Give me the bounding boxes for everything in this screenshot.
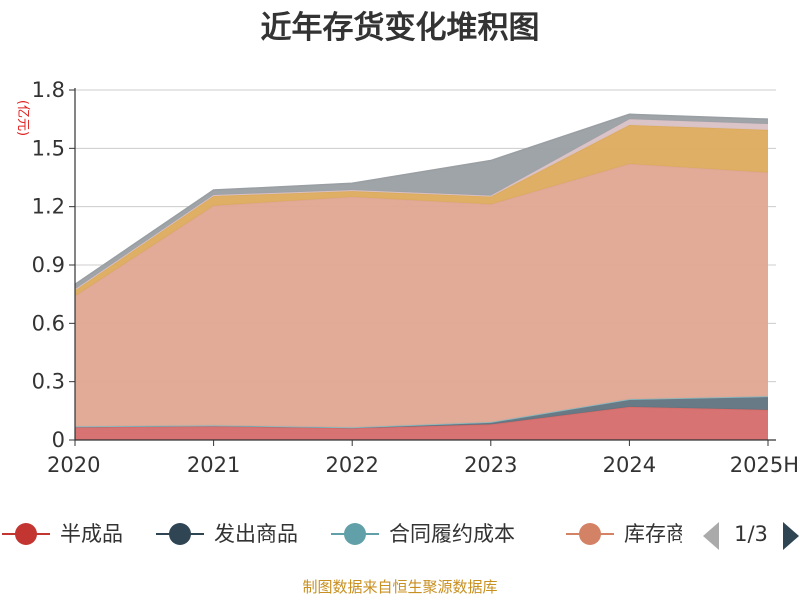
area-series-1 <box>75 396 768 429</box>
legend-next-page-icon[interactable] <box>783 522 799 550</box>
legend-marker-0[interactable] <box>15 523 37 545</box>
x-tick-label-1: 2021 <box>187 453 240 477</box>
x-tick-label-0: 2020 <box>47 453 100 477</box>
y-axis-unit-label: (亿元) <box>15 100 30 136</box>
y-tick-label-6: 1.8 <box>32 78 65 102</box>
legend-prev-page-icon[interactable] <box>703 522 719 550</box>
legend-label-3[interactable]: 库存商 <box>624 522 687 546</box>
area-series-group <box>74 113 769 440</box>
y-tick-label-1: 0.3 <box>32 370 65 394</box>
legend-page-indicator: 1/3 <box>734 522 768 546</box>
chart-title: 近年存货变化堆积图 <box>261 10 540 46</box>
area-series-4 <box>75 125 768 297</box>
legend-pager: 1/3 <box>703 522 799 550</box>
legend-marker-2[interactable] <box>344 523 366 545</box>
legend-marker-3[interactable] <box>579 523 601 545</box>
x-tick-label-2: 2022 <box>325 453 378 477</box>
y-tick-label-0: 0 <box>52 428 65 452</box>
legend-label-0[interactable]: 半成品 <box>60 522 123 546</box>
legend-marker-1[interactable] <box>169 523 191 545</box>
x-tick-label-5: 2025H <box>730 453 799 477</box>
y-tick-label-3: 0.9 <box>32 253 65 277</box>
legend-label-2[interactable]: 合同履约成本 <box>389 522 515 546</box>
legend-label-1[interactable]: 发出商品 <box>214 522 298 546</box>
source-note: 制图数据来自恒生聚源数据库 <box>302 578 497 596</box>
legend: 半成品 发出商品 合同履约成本 库存商 <box>2 522 687 546</box>
area-series-0 <box>75 406 768 440</box>
y-tick-label-4: 1.2 <box>32 195 65 219</box>
area-series-line-0 <box>74 406 769 430</box>
area-series-line-6 <box>74 113 769 286</box>
area-series-3 <box>75 163 768 428</box>
x-tick-label-3: 2023 <box>464 453 517 477</box>
x-tick-label-4: 2024 <box>603 453 656 477</box>
y-tick-label-2: 0.6 <box>32 311 65 335</box>
y-tick-label-5: 1.5 <box>32 136 65 160</box>
axes: 0 0.3 0.6 0.9 1.2 1.5 1.8 2020 2021 2022 2023 2024 2… <box>32 78 799 477</box>
